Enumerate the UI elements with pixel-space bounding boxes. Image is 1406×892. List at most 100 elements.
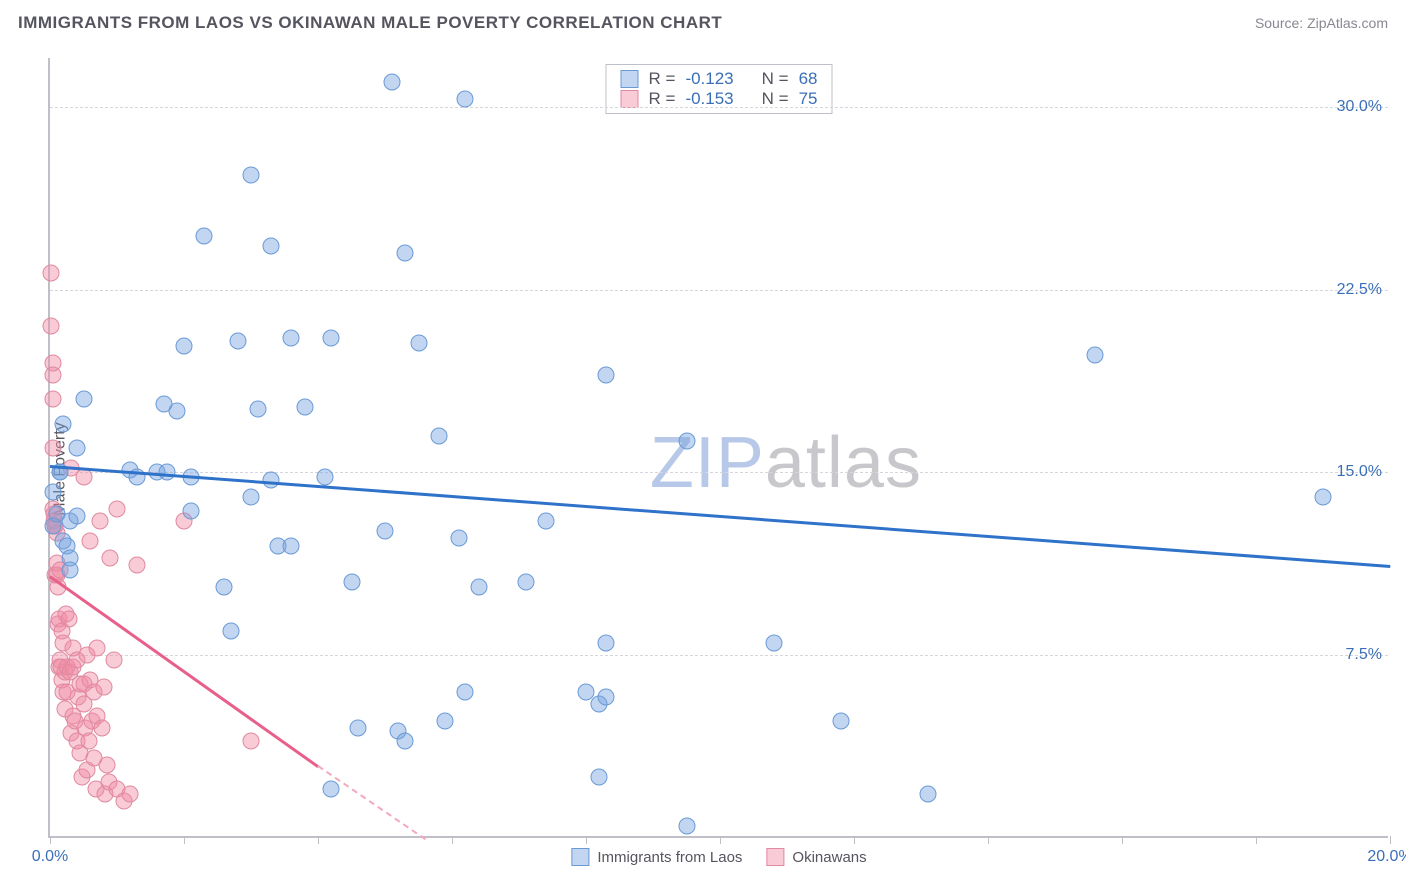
plot-area: ZIPatlas R = -0.123N = 68R = -0.153N = 7… [48, 58, 1388, 838]
data-point-laos [1315, 488, 1332, 505]
data-point-okinawans [60, 610, 77, 627]
data-point-laos [249, 401, 266, 418]
x-tick-label: 20.0% [1367, 848, 1406, 866]
data-point-laos [68, 440, 85, 457]
x-tick [1390, 836, 1391, 844]
data-point-laos [222, 622, 239, 639]
data-point-laos [919, 786, 936, 803]
data-point-okinawans [94, 720, 111, 737]
x-tick [988, 836, 989, 844]
data-point-laos [537, 513, 554, 530]
data-point-laos [316, 469, 333, 486]
data-point-okinawans [122, 786, 139, 803]
data-point-laos [283, 330, 300, 347]
watermark-part2: atlas [765, 423, 922, 503]
grid-line [50, 107, 1388, 108]
data-point-laos [517, 574, 534, 591]
data-point-laos [45, 483, 62, 500]
trend-line-laos [50, 465, 1390, 567]
x-tick [452, 836, 453, 844]
data-point-laos [283, 537, 300, 554]
legend-swatch [621, 90, 639, 108]
x-tick [1122, 836, 1123, 844]
data-point-laos [397, 245, 414, 262]
y-tick-label: 22.5% [1337, 281, 1382, 299]
data-point-laos [410, 335, 427, 352]
chart-title: IMMIGRANTS FROM LAOS VS OKINAWAN MALE PO… [18, 13, 722, 33]
data-point-laos [450, 530, 467, 547]
series-legend: Immigrants from Laos Okinawans [571, 848, 866, 866]
data-point-laos [323, 330, 340, 347]
data-point-laos [62, 561, 79, 578]
data-point-laos [176, 337, 193, 354]
data-point-laos [457, 91, 474, 108]
data-point-okinawans [105, 652, 122, 669]
x-tick [586, 836, 587, 844]
source-attribution: Source: ZipAtlas.com [1255, 15, 1388, 31]
x-tick [318, 836, 319, 844]
r-value: -0.123 [685, 69, 733, 89]
source-label: Source: [1255, 15, 1307, 31]
data-point-laos [765, 635, 782, 652]
data-point-laos [598, 635, 615, 652]
data-point-okinawans [109, 500, 126, 517]
data-point-laos [243, 167, 260, 184]
data-point-okinawans [92, 513, 109, 530]
x-tick [1256, 836, 1257, 844]
data-point-laos [68, 508, 85, 525]
data-point-laos [457, 683, 474, 700]
data-point-laos [55, 415, 72, 432]
data-point-okinawans [43, 264, 60, 281]
trend-line-okinawans-extrapolated [317, 765, 425, 840]
data-point-laos [343, 574, 360, 591]
x-tick [184, 836, 185, 844]
data-point-laos [678, 817, 695, 834]
data-point-laos [377, 522, 394, 539]
data-point-okinawans [98, 756, 115, 773]
data-point-okinawans [82, 532, 99, 549]
legend-label: Okinawans [792, 849, 866, 866]
data-point-okinawans [44, 391, 61, 408]
chart-header: IMMIGRANTS FROM LAOS VS OKINAWAN MALE PO… [0, 0, 1406, 46]
data-point-laos [397, 732, 414, 749]
data-point-laos [678, 432, 695, 449]
y-tick-label: 15.0% [1337, 463, 1382, 481]
data-point-okinawans [44, 440, 61, 457]
grid-line [50, 290, 1388, 291]
data-point-okinawans [45, 366, 62, 383]
r-label: R = [649, 69, 676, 89]
data-point-okinawans [129, 557, 146, 574]
x-tick [720, 836, 721, 844]
y-tick-label: 7.5% [1346, 646, 1382, 664]
data-point-okinawans [75, 469, 92, 486]
legend-swatch [766, 848, 784, 866]
data-point-okinawans [88, 639, 105, 656]
data-point-laos [216, 578, 233, 595]
data-point-laos [430, 427, 447, 444]
data-point-laos [350, 720, 367, 737]
x-tick-label: 0.0% [32, 848, 68, 866]
legend-swatch [571, 848, 589, 866]
data-point-laos [263, 237, 280, 254]
data-point-laos [598, 688, 615, 705]
source-value: ZipAtlas.com [1307, 15, 1388, 31]
data-point-okinawans [80, 732, 97, 749]
x-tick [50, 836, 51, 844]
data-point-laos [182, 503, 199, 520]
data-point-laos [296, 398, 313, 415]
legend-item: Immigrants from Laos [571, 848, 742, 866]
legend-item: Okinawans [766, 848, 866, 866]
grid-line [50, 472, 1388, 473]
data-point-okinawans [95, 678, 112, 695]
data-point-laos [169, 403, 186, 420]
n-value: 68 [799, 69, 818, 89]
watermark-part1: ZIP [650, 423, 765, 503]
data-point-laos [323, 781, 340, 798]
data-point-laos [1087, 347, 1104, 364]
data-point-okinawans [102, 549, 119, 566]
data-point-okinawans [243, 732, 260, 749]
y-tick-label: 30.0% [1337, 98, 1382, 116]
x-tick [854, 836, 855, 844]
legend-swatch [621, 70, 639, 88]
data-point-laos [383, 74, 400, 91]
